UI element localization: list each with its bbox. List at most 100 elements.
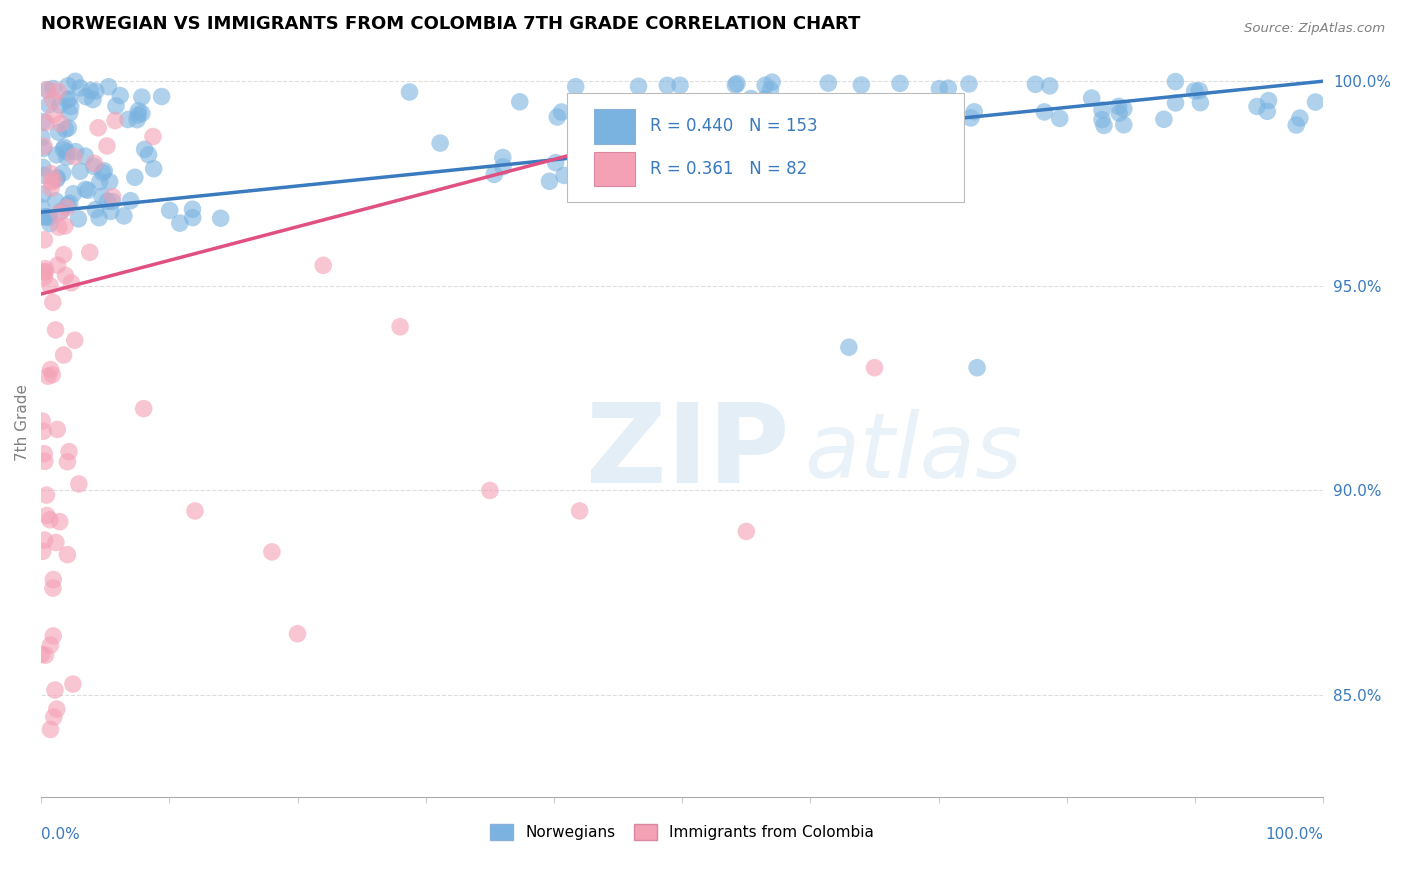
Point [963,104,986,119]
Point [184,504,207,518]
Point [32,210,55,224]
Point [1080,91,1102,105]
Point [389,319,412,334]
Point [34,261,56,276]
Point [730,167,752,181]
Point [45,323,67,337]
Point [209,211,232,226]
Text: NORWEGIAN VS IMMIGRANTS FROM COLOMBIA 7TH GRADE CORRELATION CHART: NORWEGIAN VS IMMIGRANTS FROM COLOMBIA 7T… [41,15,860,33]
Point [39,175,62,189]
Point [42,107,65,121]
Point [34,270,56,285]
Point [83,156,105,170]
Point [1092,119,1115,133]
Point [45,148,67,162]
Point [312,258,335,272]
Point [32,141,55,155]
Text: ZIP: ZIP [586,400,789,507]
Point [132,401,155,416]
Point [138,148,160,162]
Point [142,129,165,144]
Point [509,95,531,109]
Point [725,77,748,91]
Point [1289,111,1312,125]
Point [838,340,860,354]
Point [1246,99,1268,113]
Point [75,149,97,163]
Point [101,190,124,204]
Point [56,548,79,562]
Point [928,81,950,95]
Point [89,175,111,189]
Point [98,175,121,189]
Point [627,79,650,94]
Point [1112,102,1135,116]
Point [35,210,58,224]
Point [46,84,69,98]
Point [52,248,75,262]
Point [754,78,776,93]
Point [759,83,782,97]
Point [35,488,58,502]
Point [1188,84,1211,98]
Point [544,155,567,169]
Point [62,677,84,691]
Legend: Norwegians, Immigrants from Colombia: Norwegians, Immigrants from Colombia [484,818,880,846]
Point [62,186,84,201]
Point [925,110,948,124]
Point [39,278,62,293]
Point [32,447,55,461]
Point [31,414,53,428]
Point [67,477,90,491]
Point [32,187,55,202]
Point [39,513,62,527]
Point [181,211,204,225]
Point [31,544,53,558]
Point [69,81,91,95]
Point [1153,112,1175,127]
Point [740,91,762,105]
Point [58,92,80,106]
Point [58,120,80,135]
Point [58,444,80,458]
Point [125,112,148,127]
Point [1189,95,1212,110]
Point [39,167,62,181]
Point [79,83,101,97]
Point [626,95,648,110]
Point [620,106,643,120]
Point [45,702,67,716]
Point [39,181,62,195]
Point [34,533,56,547]
Point [52,166,75,180]
Point [124,170,146,185]
Point [34,264,56,278]
Text: Source: ZipAtlas.com: Source: ZipAtlas.com [1244,22,1385,36]
Point [754,92,776,106]
FancyBboxPatch shape [593,152,634,186]
Text: 100.0%: 100.0% [1265,828,1323,842]
Text: R = 0.440   N = 153: R = 0.440 N = 153 [650,118,818,136]
Point [101,194,124,209]
Point [79,245,101,260]
Point [56,198,79,212]
Point [108,88,131,103]
Point [56,78,79,93]
Point [42,710,65,724]
Point [45,535,67,549]
Point [117,112,139,127]
Point [104,113,127,128]
Point [1257,94,1279,108]
Point [1305,95,1327,109]
Point [46,422,69,436]
Point [936,81,959,95]
Point [49,98,72,112]
Point [87,120,110,135]
Point [127,103,149,118]
Point [820,112,842,127]
Point [96,139,118,153]
Point [127,108,149,122]
Point [1164,74,1187,88]
Point [63,333,86,347]
Point [59,196,82,211]
